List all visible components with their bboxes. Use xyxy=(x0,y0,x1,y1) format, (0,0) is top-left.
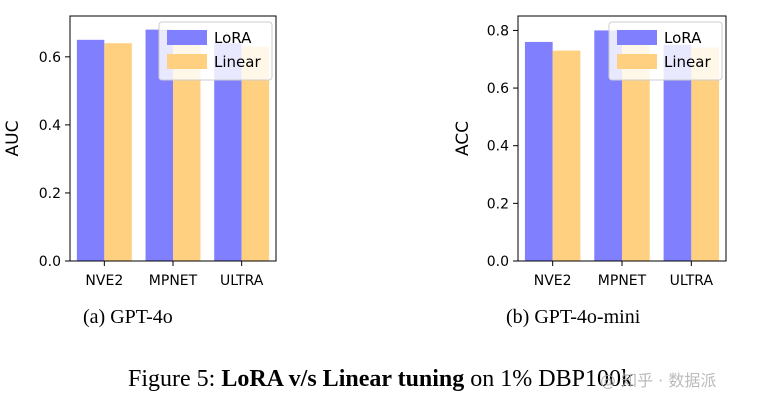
chart-gpt-4o-mini: NVE2 MPNET ULTRA 0.0 0.2 0.4 0.6 0.8 ACC LoRA Line… xyxy=(453,15,727,289)
watermark: @ 知乎 · 数据派 xyxy=(600,371,716,390)
legend-swatch-linear xyxy=(617,54,657,69)
bar-linear-nve2 xyxy=(552,50,581,262)
bar-lora-ultra xyxy=(663,44,692,261)
y-tick-label: 0.0 xyxy=(39,254,61,270)
y-tick-label: 0.0 xyxy=(487,254,509,270)
y-tick-label: 0.6 xyxy=(487,81,509,97)
legend-label-lora: LoRA xyxy=(214,29,252,47)
legend: LoRA Linear xyxy=(158,21,273,81)
caption-suffix: on 1% DBP100k xyxy=(464,366,633,392)
x-tick-label: ULTRA xyxy=(220,273,264,289)
y-tick-label: 0.2 xyxy=(487,196,509,212)
y-tick-label: 0.2 xyxy=(39,186,61,202)
caption-bold: LoRA v/s Linear tuning xyxy=(221,366,464,392)
plot-frame xyxy=(69,15,277,262)
bar-linear-ultra xyxy=(691,47,720,261)
legend: LoRA Linear xyxy=(608,21,723,81)
figure-caption: Figure 5: LoRA v/s Linear tuning on 1% D… xyxy=(128,366,633,392)
subcaption-a: (a) GPT-4o xyxy=(83,306,173,328)
y-tick-label: 0.4 xyxy=(487,139,509,155)
legend-swatch-linear xyxy=(167,54,207,69)
plot-frame xyxy=(517,15,727,262)
y-tick-label: 0.8 xyxy=(487,23,509,39)
x-tick-label: MPNET xyxy=(598,273,647,289)
x-tick-label: MPNET xyxy=(149,273,198,289)
legend-label-linear: Linear xyxy=(664,53,711,71)
bar-linear-ultra xyxy=(241,46,270,261)
x-tick-label: NVE2 xyxy=(85,273,123,289)
y-tick-label: 0.4 xyxy=(39,118,61,134)
legend-label-linear: Linear xyxy=(214,53,261,71)
y-tick-label: 0.6 xyxy=(39,50,61,66)
legend-swatch-lora xyxy=(617,30,657,45)
x-tick-label: ULTRA xyxy=(670,273,714,289)
y-axis-label: ACC xyxy=(453,121,473,156)
legend-swatch-lora xyxy=(167,30,207,45)
caption-prefix: Figure 5: xyxy=(128,366,221,392)
x-tick-label: NVE2 xyxy=(534,273,572,289)
bar-lora-nve2 xyxy=(76,39,105,261)
bar-linear-nve2 xyxy=(104,43,132,261)
subcaption-b: (b) GPT-4o-mini xyxy=(506,306,641,328)
legend-label-lora: LoRA xyxy=(664,29,702,47)
bar-linear-mpnet xyxy=(622,44,650,261)
chart-gpt-4o: NVE2 MPNET ULTRA 0.0 0.2 0.4 0.6 AUC LoRA Linear xyxy=(3,15,277,289)
y-axis-label: AUC xyxy=(3,121,23,157)
bar-lora-nve2 xyxy=(524,41,553,261)
